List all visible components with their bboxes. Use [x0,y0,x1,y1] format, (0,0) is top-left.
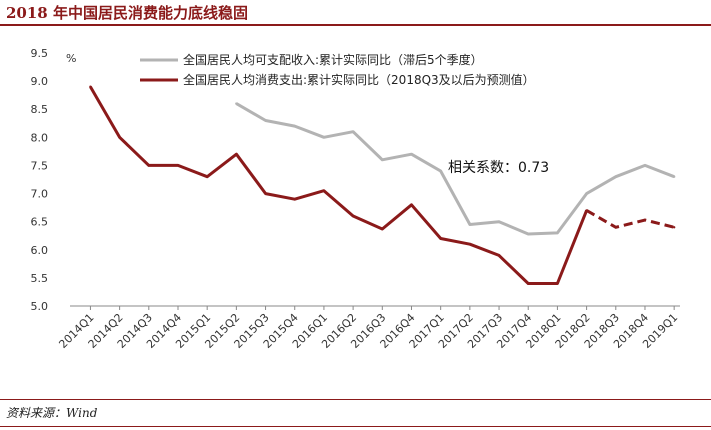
y-tick-label: 6.5 [31,216,49,229]
series-2-point [614,226,617,229]
series-1-point [322,136,326,139]
y-tick-label: 6.0 [31,244,49,257]
series-2-point [497,254,501,257]
series-2-line [89,85,588,285]
series-2-point [205,175,209,178]
series-1-point [643,164,647,167]
y-tick-label: 9.0 [31,75,49,88]
y-axis: 9.5 9.0 8.5 8.0 7.5 7.0 6.5 6.0 5.5 5.0 [31,47,49,313]
series-2-point [439,237,442,240]
series-2-point [147,164,151,167]
series-1-point [556,231,559,235]
series-2-point [89,85,92,88]
series-2-point [351,214,355,218]
correlation-annotation: 相关系数：0.73 [448,160,549,176]
y-tick-label: 5.5 [31,272,49,285]
x-axis: 2014Q12014Q22014Q32014Q42015Q12015Q22015… [56,306,680,351]
series-2-point [118,136,121,139]
page-title: 2018 年中国居民消费能力底线稳固 [6,4,248,22]
y-tick-label: 8.5 [31,103,49,116]
series-2-point [556,282,559,285]
source-note: 资料来源：Wind [6,406,98,420]
series-2-forecast-line [585,209,675,229]
legend-label: 全国居民人均消费支出:累计实际同比（2018Q3及以后为预测值） [183,72,535,87]
series-1-point [235,102,238,105]
y-tick-label: 7.0 [31,188,49,201]
series-1-point [439,169,442,173]
series-1-point [264,119,267,122]
legend-label: 全国居民人均可支配收入:累计实际同比（滞后5个季度） [183,52,483,67]
source-divider [0,399,711,400]
series-2-point [322,189,326,192]
series-layer [89,85,676,285]
series-1-point [672,175,676,178]
series-2-point [264,192,267,195]
series-1-point [410,153,413,156]
y-tick-label: 8.0 [31,131,49,144]
series-1-point [497,220,501,223]
series-2-point [468,242,472,246]
series-2-point [672,226,676,229]
series-2-point [293,197,296,201]
series-2-point [381,227,384,231]
y-tick-label: 7.5 [31,159,49,172]
series-2-point [585,209,588,212]
series-2-point [235,153,238,156]
series-2-point [410,203,413,206]
series-1-point [381,158,384,162]
bottom-divider [0,426,711,427]
series-1-point [527,232,530,236]
series-1-line [235,102,675,236]
series-2-point [527,282,530,285]
y-tick-label: 5.0 [31,300,49,313]
title-divider [0,24,711,26]
y-axis-unit: % [66,52,76,65]
y-tick-label: 9.5 [31,47,49,60]
series-1-point [351,130,355,133]
line-chart: 9.5 9.0 8.5 8.0 7.5 7.0 6.5 6.0 5.5 5.0 % 2014Q12… [31,47,681,351]
series-1-point [614,175,617,178]
legend: 全国居民人均可支配收入:累计实际同比（滞后5个季度） 全国居民人均消费支出:累计实… [140,52,535,87]
series-2-point [643,218,647,222]
series-1-point [585,192,588,195]
series-1-point [468,223,472,226]
series-2-point [176,164,180,167]
series-1-point [293,124,296,128]
